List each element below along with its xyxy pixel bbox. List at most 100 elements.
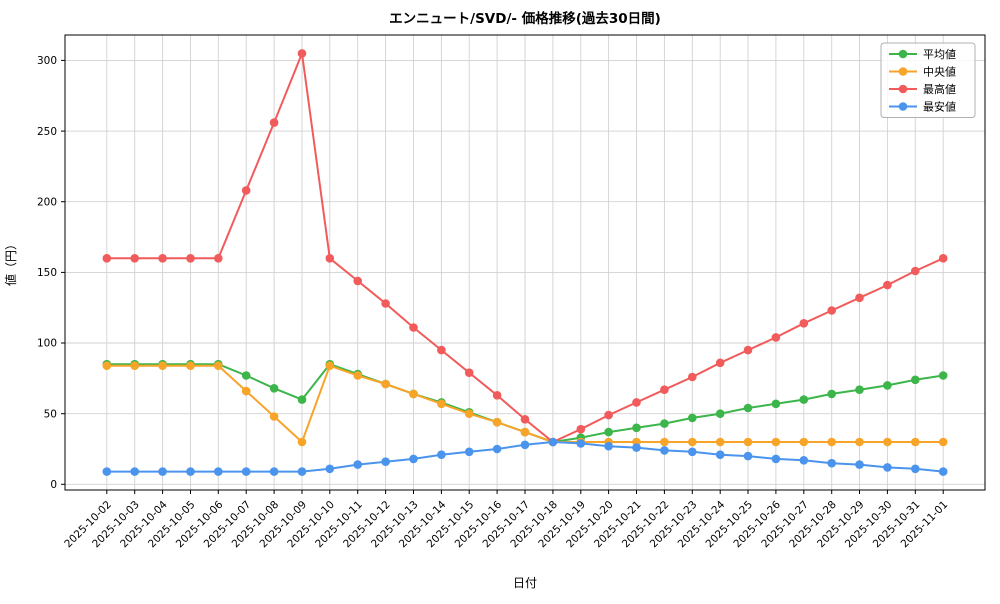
data-point-min (715, 450, 725, 460)
data-point-average (799, 395, 809, 404)
legend-label: 平均値 (923, 48, 956, 61)
data-point-min (492, 444, 502, 454)
y-tick-label: 0 (50, 479, 57, 491)
data-point-max (325, 253, 335, 263)
data-point-max (102, 253, 112, 263)
legend-marker-icon (898, 49, 908, 59)
data-point-min (186, 467, 195, 476)
data-point-median (130, 361, 139, 371)
data-point-max (827, 306, 836, 315)
data-point-average (883, 381, 892, 390)
data-point-average (911, 375, 920, 385)
data-point-min (938, 467, 948, 476)
data-point-average (715, 409, 725, 419)
data-point-min (771, 454, 781, 464)
data-point-median (409, 389, 418, 399)
data-point-min (269, 467, 279, 476)
data-point-max (214, 253, 223, 263)
data-point-min (911, 464, 920, 474)
data-point-average (604, 427, 613, 437)
data-point-average (827, 389, 836, 399)
data-point-min (409, 454, 418, 464)
data-point-max (938, 253, 948, 263)
data-point-median (911, 437, 920, 447)
data-point-min (325, 464, 335, 474)
data-point-median (269, 412, 279, 421)
data-point-median (799, 437, 809, 447)
data-point-max (688, 372, 697, 382)
plot-border (64, 34, 986, 491)
y-tick-label: 100 (37, 338, 57, 350)
data-point-max (743, 345, 753, 355)
data-point-median (492, 417, 502, 427)
data-point-max (353, 276, 363, 286)
data-point-median (381, 379, 390, 389)
legend-marker-icon (898, 102, 908, 111)
data-point-min (799, 456, 809, 465)
data-point-median (688, 437, 697, 447)
data-point-median (186, 361, 195, 371)
y-tick-label: 150 (37, 267, 57, 279)
data-point-max (241, 186, 251, 195)
data-point-median (827, 437, 836, 447)
data-point-max (492, 391, 502, 400)
data-point-min (632, 443, 641, 452)
data-point-median (883, 437, 892, 447)
chart-title: エンニュート/SVD/- 価格推移(過去30日間) (389, 10, 661, 27)
data-point-max (464, 368, 474, 378)
data-point-min (883, 463, 892, 472)
data-point-median (938, 437, 948, 447)
data-point-max (771, 333, 781, 342)
data-point-median (158, 361, 167, 371)
data-point-average (297, 395, 307, 404)
legend-marker-icon (898, 84, 908, 94)
data-point-median (715, 437, 725, 447)
data-point-min (548, 437, 558, 447)
data-point-min (241, 467, 251, 476)
data-point-max (269, 118, 279, 127)
data-point-median (102, 361, 112, 371)
y-tick-label: 250 (37, 126, 57, 138)
data-point-median (464, 409, 474, 419)
data-point-median (743, 437, 753, 447)
data-point-min (158, 467, 167, 476)
data-point-min (688, 447, 697, 457)
data-point-average (241, 371, 251, 380)
y-tick-label: 300 (37, 55, 57, 67)
data-point-max (883, 280, 892, 290)
data-point-average (855, 385, 864, 395)
data-point-min (743, 451, 753, 461)
data-point-max (715, 358, 725, 368)
data-point-max (799, 319, 809, 328)
data-point-min (464, 447, 474, 457)
data-point-max (297, 49, 307, 58)
data-point-min (520, 440, 530, 450)
data-point-max (855, 293, 864, 303)
x-axis-label: 日付 (513, 576, 537, 590)
data-point-max (520, 415, 530, 424)
data-point-max (381, 299, 390, 308)
data-point-max (604, 410, 613, 420)
data-point-max (632, 398, 641, 407)
data-point-max (186, 253, 195, 263)
data-point-min (660, 446, 669, 455)
data-point-median (353, 371, 363, 380)
data-point-max (158, 253, 167, 263)
data-point-average (688, 413, 697, 423)
data-point-min (214, 467, 223, 476)
data-point-median (520, 427, 530, 437)
data-point-min (381, 457, 390, 467)
data-point-min (827, 458, 836, 468)
data-point-average (743, 403, 753, 413)
data-point-max (409, 323, 418, 332)
data-point-median (241, 386, 251, 396)
data-point-median (325, 361, 335, 371)
data-point-min (297, 467, 307, 476)
legend-label: 最安値 (923, 99, 956, 113)
y-tick-label: 200 (37, 196, 57, 208)
y-tick-label: 50 (44, 408, 57, 420)
data-point-min (102, 467, 112, 476)
data-point-max (130, 253, 139, 263)
